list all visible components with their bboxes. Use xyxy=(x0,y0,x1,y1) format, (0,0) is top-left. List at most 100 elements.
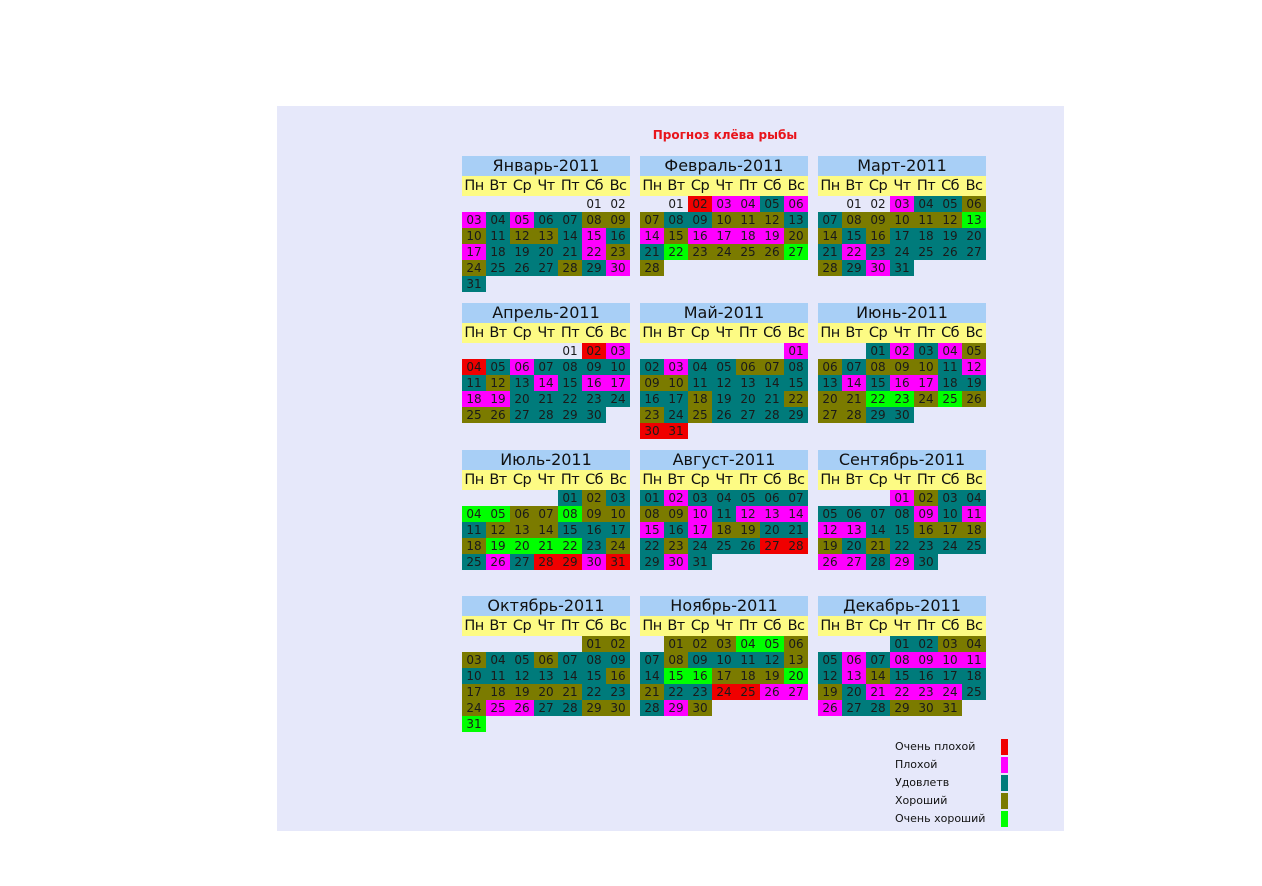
empty-cell xyxy=(534,636,558,652)
month-calendar: Октябрь-2011 Пн Вт Ср Чт Пт Сб Вс 01 02 03 04 05 06 07… xyxy=(462,596,630,732)
weekday-label: Вт xyxy=(845,618,863,634)
day-cell: 30 xyxy=(866,260,890,276)
day-cell: 18 xyxy=(962,668,986,684)
day-cell: 04 xyxy=(736,636,760,652)
day-cell: 15 xyxy=(582,668,606,684)
day-cell: 28 xyxy=(866,554,890,570)
weekday-label: Пн xyxy=(642,325,662,341)
empty-cell xyxy=(534,343,558,359)
day-cell: 05 xyxy=(510,652,534,668)
days-grid: 01 02 03 04 05 06 07 08 09 10 11 12 13 14 15 16 17 18 19 20… xyxy=(818,490,986,570)
weekday-label: Пт xyxy=(916,325,936,341)
day-cell: 22 xyxy=(842,244,866,260)
day-cell: 11 xyxy=(486,228,510,244)
day-cell: 22 xyxy=(890,538,914,554)
day-cell: 12 xyxy=(962,359,986,375)
day-cell: 24 xyxy=(890,244,914,260)
day-cell: 23 xyxy=(606,684,630,700)
day-cell: 23 xyxy=(914,684,938,700)
day-cell: 03 xyxy=(712,636,736,652)
day-cell: 08 xyxy=(582,212,606,228)
day-cell: 07 xyxy=(640,652,664,668)
legend-swatch xyxy=(1001,739,1008,755)
day-cell: 14 xyxy=(866,522,890,538)
day-cell: 15 xyxy=(842,228,866,244)
day-cell: 10 xyxy=(462,228,486,244)
legend-swatch xyxy=(1001,757,1008,773)
day-cell: 05 xyxy=(486,506,510,522)
day-cell: 09 xyxy=(582,359,606,375)
day-cell: 25 xyxy=(486,260,510,276)
day-cell: 26 xyxy=(712,407,736,423)
empty-cell xyxy=(760,343,784,359)
day-cell: 02 xyxy=(688,636,712,652)
day-cell: 25 xyxy=(938,391,962,407)
legend: Очень плохой Плохой Удовлетв Хороший Очень х… xyxy=(895,738,1015,828)
legend-label: Удовлетв xyxy=(895,776,950,789)
weekday-label: Ср xyxy=(690,618,710,634)
empty-cell xyxy=(462,196,486,212)
day-cell: 17 xyxy=(462,684,486,700)
weekday-header: Пн Вт Ср Чт Пт Сб Вс xyxy=(640,176,808,196)
day-cell: 02 xyxy=(610,197,626,211)
weekday-label: Ср xyxy=(690,178,710,194)
day-cell: 17 xyxy=(462,244,486,260)
day-cell: 11 xyxy=(486,668,510,684)
empty-cell xyxy=(486,196,510,212)
day-cell: 20 xyxy=(784,228,808,244)
day-cell: 09 xyxy=(606,212,630,228)
day-cell: 19 xyxy=(712,391,736,407)
day-cell: 12 xyxy=(712,375,736,391)
day-cell: 02 xyxy=(914,490,938,506)
day-cell: 26 xyxy=(938,244,962,260)
day-cell: 28 xyxy=(558,700,582,716)
day-cell: 29 xyxy=(842,260,866,276)
weekday-label: Чт xyxy=(537,178,555,194)
day-cell: 03 xyxy=(462,652,486,668)
day-cell: 27 xyxy=(784,244,808,260)
legend-swatch xyxy=(1001,811,1008,827)
day-cell: 22 xyxy=(558,538,582,554)
day-cell: 15 xyxy=(890,522,914,538)
legend-item: Хороший xyxy=(895,792,1015,810)
day-cell: 14 xyxy=(784,506,808,522)
day-cell: 21 xyxy=(640,244,664,260)
weekday-header: Пн Вт Ср Чт Пт Сб Вс xyxy=(462,323,630,343)
day-cell: 13 xyxy=(534,668,558,684)
day-cell: 09 xyxy=(688,212,712,228)
day-cell: 14 xyxy=(558,668,582,684)
day-cell: 10 xyxy=(938,652,962,668)
weekday-header: Пн Вт Ср Чт Пт Сб Вс xyxy=(818,176,986,196)
weekday-label: Пт xyxy=(916,618,936,634)
day-cell: 18 xyxy=(938,375,962,391)
days-grid: 01 02 03 04 05 06 07 08 09 10 11 12 13 14 15 16 17 18 19 20… xyxy=(818,636,986,716)
weekday-header: Пн Вт Ср Чт Пт Сб Вс xyxy=(640,323,808,343)
day-cell: 25 xyxy=(688,407,712,423)
day-cell: 21 xyxy=(818,244,842,260)
day-cell: 13 xyxy=(784,212,808,228)
day-cell: 19 xyxy=(760,668,784,684)
day-cell: 14 xyxy=(558,228,582,244)
weekday-label: Сб xyxy=(585,618,603,634)
weekday-label: Пт xyxy=(738,472,758,488)
weekday-label: Ср xyxy=(512,472,532,488)
weekday-label: Пт xyxy=(560,618,580,634)
weekday-label: Вс xyxy=(787,472,805,488)
day-cell: 10 xyxy=(712,212,736,228)
day-cell: 05 xyxy=(760,196,784,212)
day-cell: 12 xyxy=(486,522,510,538)
day-cell: 21 xyxy=(558,244,582,260)
day-cell: 13 xyxy=(510,522,534,538)
day-cell: 27 xyxy=(818,407,842,423)
weekday-label: Сб xyxy=(763,618,781,634)
weekday-label: Вт xyxy=(489,618,507,634)
day-cell: 14 xyxy=(640,228,664,244)
month-calendar: Май-2011 Пн Вт Ср Чт Пт Сб Вс 01 02 03 04 05 06 07 08 09… xyxy=(640,303,808,439)
weekday-label: Сб xyxy=(585,472,603,488)
month-calendar: Март-2011 Пн Вт Ср Чт Пт Сб Вс 01 02 03 04 05 06 07 08 0… xyxy=(818,156,986,276)
weekday-label: Вт xyxy=(489,325,507,341)
days-grid: 01 02 03 04 05 06 07 08 09 10 11 12 13 14 15 16 17 18 19 20… xyxy=(640,196,808,276)
day-cell: 07 xyxy=(784,490,808,506)
day-cell: 30 xyxy=(914,700,938,716)
month-title: Май-2011 xyxy=(640,303,808,323)
